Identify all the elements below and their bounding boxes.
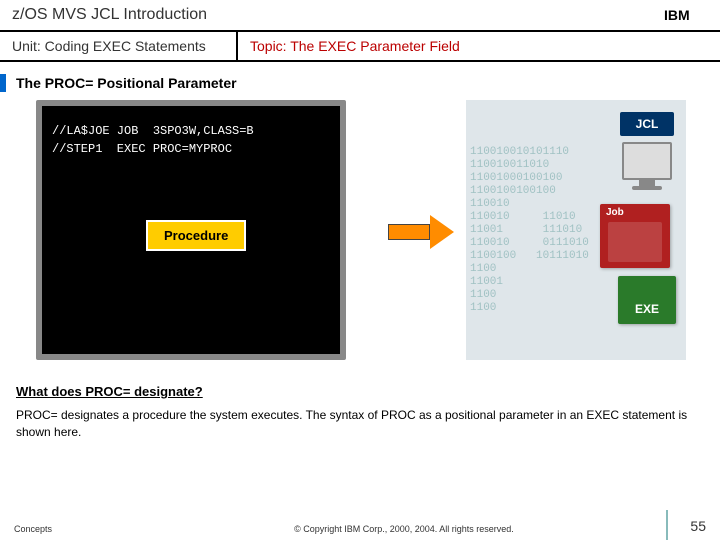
exe-card: EXE	[618, 276, 676, 324]
question-heading: What does PROC= designate?	[16, 384, 704, 399]
page-title: z/OS MVS JCL Introduction	[12, 6, 207, 24]
procedure-badge: Procedure	[146, 220, 246, 251]
monitor-icon	[622, 142, 672, 190]
ibm-logo: IBM	[660, 6, 708, 24]
subheader-bar: Unit: Coding EXEC Statements Topic: The …	[0, 32, 720, 62]
footer-left: Concepts	[14, 524, 52, 534]
section-title-row: The PROC= Positional Parameter	[0, 74, 720, 92]
page-number: 55	[690, 518, 706, 534]
job-label: Job	[606, 207, 624, 218]
body-paragraph: PROC= designates a procedure the system …	[16, 407, 704, 441]
exe-label: EXE	[618, 302, 676, 316]
jcl-badge: JCL	[620, 112, 674, 136]
ibm-logo-text: IBM	[664, 7, 690, 23]
job-card: Job	[600, 204, 670, 268]
unit-label: Unit: Coding EXEC Statements	[0, 32, 238, 60]
section-marker	[0, 74, 6, 92]
footer-copyright: © Copyright IBM Corp., 2000, 2004. All r…	[294, 524, 514, 534]
topic-label: Topic: The EXEC Parameter Field	[238, 32, 472, 60]
footer-divider	[666, 510, 668, 540]
code-line-1: //LA$JOE JOB 3SPO3W,CLASS=B	[52, 124, 330, 138]
binary-background: 110010010101110 110010011010 11001000100…	[470, 146, 589, 315]
graphic-panel: 110010010101110 110010011010 11001000100…	[466, 100, 686, 360]
section-title: The PROC= Positional Parameter	[16, 75, 237, 91]
code-area: //LA$JOE JOB 3SPO3W,CLASS=B //STEP1 EXEC…	[36, 100, 684, 360]
footer: Concepts © Copyright IBM Corp., 2000, 20…	[0, 524, 720, 534]
header-bar: z/OS MVS JCL Introduction IBM	[0, 0, 720, 32]
code-line-2: //STEP1 EXEC PROC=MYPROC	[52, 142, 330, 156]
arrow-icon	[388, 215, 458, 249]
